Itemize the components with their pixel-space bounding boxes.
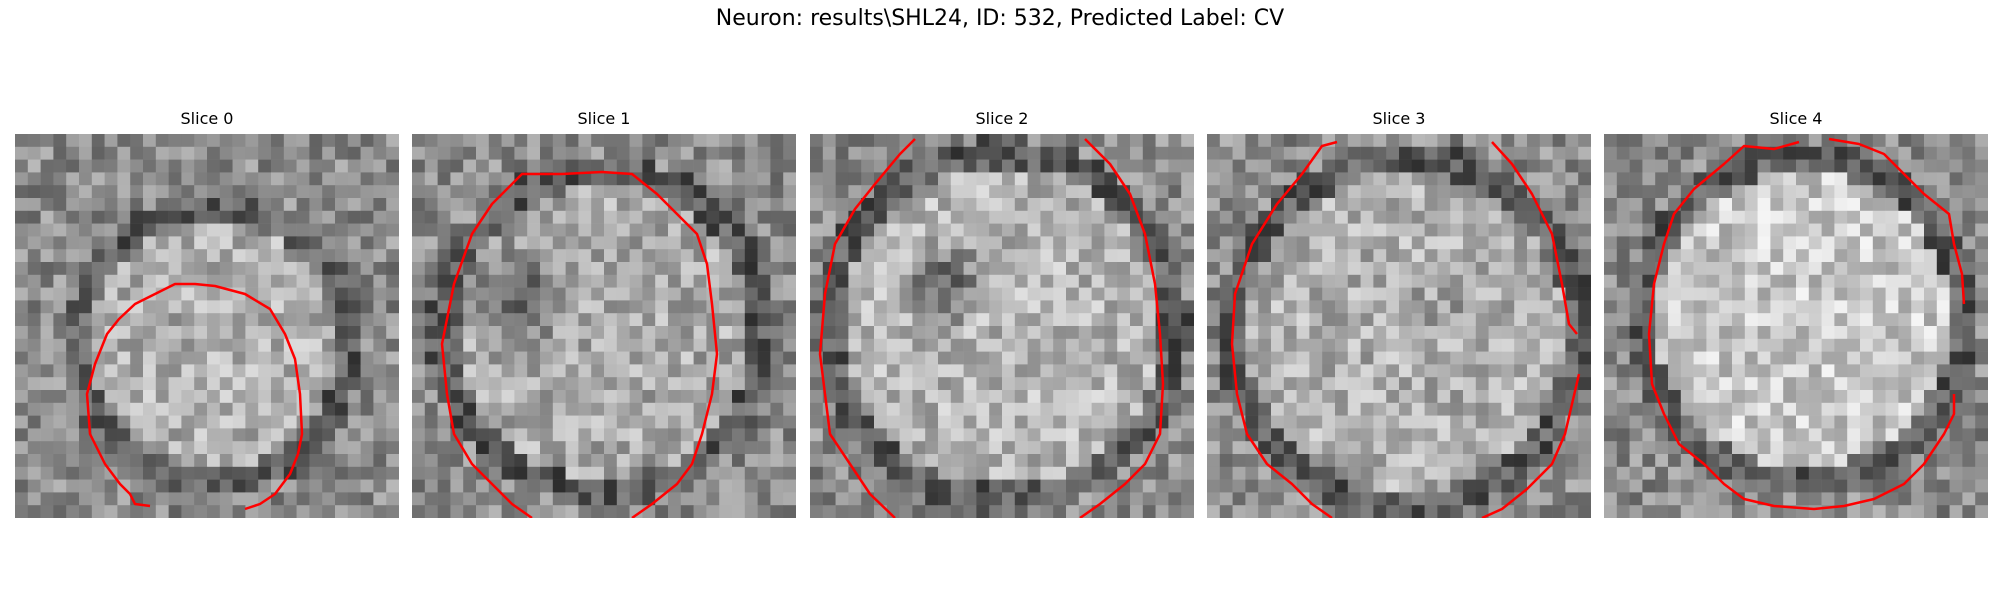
slice-panel-4: Slice 4 (1604, 108, 1988, 518)
slice-pixels-4 (1604, 134, 1988, 518)
cell-outline-2 (818, 138, 916, 518)
slice-pixels-0 (15, 134, 399, 518)
slice-title-2: Slice 2 (975, 109, 1029, 128)
slice-title-4: Slice 4 (1769, 109, 1823, 128)
slice-image-3 (1207, 134, 1591, 518)
slice-pixels-2 (810, 134, 1194, 518)
cell-outline-2b (1079, 138, 1165, 518)
slice-image-4 (1604, 134, 1988, 518)
slice-image-2 (810, 134, 1194, 518)
slice-image-1 (412, 134, 796, 518)
slice-title-0: Slice 0 (180, 109, 234, 128)
cell-outline-3 (1230, 140, 1338, 518)
slice-pixels-3 (1207, 134, 1591, 518)
slice-panel-2: Slice 2 (810, 108, 1194, 518)
cell-outline-3b (1491, 141, 1578, 335)
cell-outline-4 (1647, 140, 1956, 511)
slice-panel-3: Slice 3 (1207, 108, 1591, 518)
cell-outline-3c (1481, 373, 1581, 518)
cell-outline-0 (85, 282, 304, 511)
cell-outline-4b (1828, 137, 1966, 305)
slice-title-3: Slice 3 (1372, 109, 1426, 128)
slice-pixels-1 (412, 134, 796, 518)
slice-panel-1: Slice 1 (412, 108, 796, 518)
figure-title: Neuron: results\SHL24, ID: 532, Predicte… (715, 6, 1285, 31)
slice-image-0 (15, 134, 399, 518)
slice-title-1: Slice 1 (577, 109, 631, 128)
cell-outline-1 (440, 170, 719, 518)
slice-panel-0: Slice 0 (15, 108, 399, 518)
